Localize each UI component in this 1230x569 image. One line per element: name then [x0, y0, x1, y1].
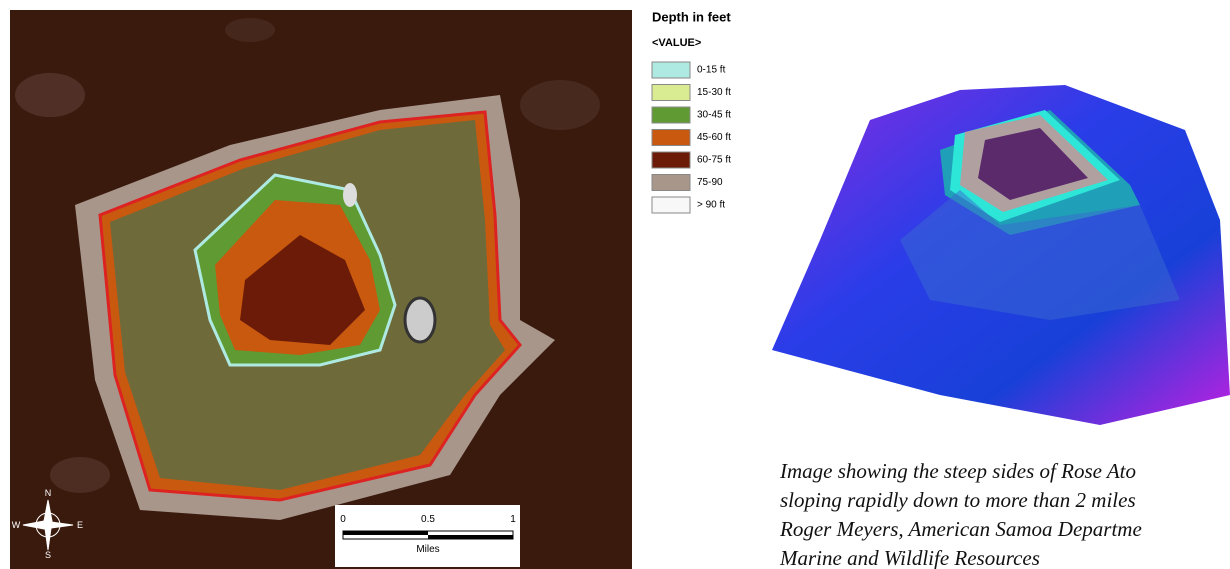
scale-tick-label: 0.5: [421, 514, 435, 525]
legend-label: 75-90: [697, 177, 723, 188]
legend-swatch: [652, 62, 690, 78]
scale-unit: Miles: [416, 544, 439, 555]
legend-swatch: [652, 197, 690, 213]
legend-title: Depth in feet: [652, 9, 731, 24]
legend-field: <VALUE>: [652, 37, 701, 49]
legend: Depth in feet <VALUE> 0-15 ft 15-30 ft 30-…: [652, 9, 731, 213]
legend-label: 15-30 ft: [697, 87, 731, 98]
compass-letter: W: [12, 520, 21, 530]
caption-line: Image showing the steep sides of Rose At…: [779, 459, 1136, 483]
legend-swatch: [652, 85, 690, 101]
compass-letter: E: [77, 520, 83, 530]
legend-label: 45-60 ft: [697, 132, 731, 143]
caption: Image showing the steep sides of Rose At…: [779, 459, 1142, 569]
compass-letter: S: [45, 550, 51, 560]
caption-line: Marine and Wildlife Resources: [779, 546, 1040, 569]
legend-swatch: [652, 130, 690, 146]
compass-letter: N: [45, 488, 52, 498]
legend-swatch: [652, 152, 690, 168]
legend-label: 0-15 ft: [697, 65, 726, 76]
legend-swatch: [652, 107, 690, 123]
legend-label: 60-75 ft: [697, 155, 731, 166]
figure: N S E W 0 0.5 1 Miles Depth in feet <VALUE> 0-…: [0, 0, 1230, 569]
scale-tick-label: 0: [340, 514, 346, 525]
caption-line: Roger Meyers, American Samoa Departme: [779, 517, 1142, 541]
legend-swatch: [652, 175, 690, 191]
relief-image: [772, 85, 1230, 425]
legend-label: 30-45 ft: [697, 110, 731, 121]
caption-line: sloping rapidly down to more than 2 mile…: [780, 488, 1136, 512]
map: N S E W 0 0.5 1 Miles: [10, 10, 632, 569]
page: N S E W 0 0.5 1 Miles Depth in feet <VALUE> 0-…: [0, 0, 1230, 569]
scale-tick-label: 1: [510, 514, 516, 525]
legend-label: > 90 ft: [697, 200, 725, 211]
